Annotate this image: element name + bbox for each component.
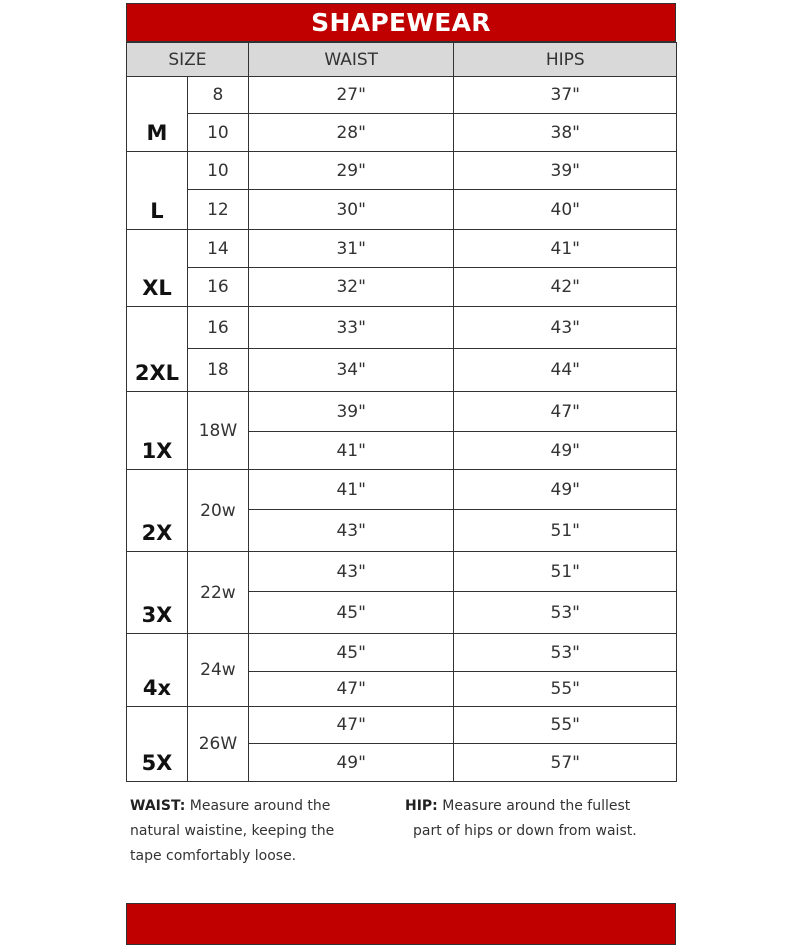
size-label: 2X: [126, 469, 188, 552]
hips-value: 55": [453, 706, 677, 744]
size-table: SIZE WAIST HIPS M 8 27" 37" 10 28" 38" L 10 29" 39…: [126, 42, 677, 782]
waist-value: 47": [247, 671, 455, 707]
size-number: 16: [186, 267, 249, 307]
size-number: 20w: [186, 469, 249, 552]
size-label: M: [126, 76, 188, 152]
table-row: XL 14 31" 41": [126, 229, 677, 307]
size-label: XL: [126, 229, 188, 307]
hips-value: 39": [453, 151, 677, 190]
table-row: 2XL 16 33" 43": [126, 306, 677, 392]
size-label: L: [126, 151, 188, 230]
hips-value: 51": [453, 509, 677, 552]
size-label: 2XL: [126, 306, 188, 392]
table-row: 16 32" 42": [127, 267, 677, 307]
size-number: 18: [186, 348, 249, 392]
size-number: 26W: [186, 706, 249, 782]
waist-value: 41": [247, 469, 455, 510]
waist-value: 43": [247, 551, 455, 592]
size-label: 5X: [126, 706, 188, 782]
footer-bar: [126, 903, 676, 945]
size-number: 10: [186, 113, 249, 152]
header-hips: HIPS: [453, 42, 677, 77]
size-label: 3X: [126, 551, 188, 634]
hips-value: 43": [453, 306, 677, 349]
size-number: 14: [186, 229, 249, 268]
table-row: 49" 57": [127, 743, 677, 782]
size-number: 16: [186, 306, 249, 349]
size-label: 4x: [126, 633, 188, 707]
size-label: 1X: [126, 391, 188, 470]
header-waist: WAIST: [247, 42, 455, 77]
hips-value: 53": [453, 633, 677, 672]
hips-value: 57": [453, 743, 677, 782]
hips-value: 47": [453, 391, 677, 432]
size-number: 12: [186, 189, 249, 230]
hip-note-line: Measure around the fullest: [437, 798, 631, 814]
chart-title: SHAPEWEAR: [126, 3, 676, 42]
table-row: 18 34" 44": [127, 348, 677, 392]
waist-note: WAIST: Measure around the natural waisti…: [130, 794, 334, 869]
hips-value: 49": [453, 469, 677, 510]
table-row: 5X 26W 47" 55": [126, 706, 677, 782]
waist-value: 47": [247, 706, 455, 744]
table-row: 1X 18W 39" 47": [126, 391, 677, 470]
table-row: 43" 51": [127, 509, 677, 552]
hips-value: 38": [453, 113, 677, 152]
waist-value: 45": [247, 633, 455, 672]
waist-value: 49": [247, 743, 455, 782]
header-row: SIZE WAIST HIPS: [126, 42, 677, 77]
hip-note-line: part of hips or down from waist.: [413, 823, 637, 839]
hips-value: 51": [453, 551, 677, 592]
size-number: 18W: [186, 391, 249, 470]
hip-note-label: HIP:: [405, 798, 438, 814]
hips-value: 55": [453, 671, 677, 707]
waist-value: 28": [247, 113, 455, 152]
size-number: 22w: [186, 551, 249, 634]
waist-value: 29": [247, 151, 455, 190]
waist-value: 31": [247, 229, 455, 268]
hips-value: 40": [453, 189, 677, 230]
size-number: 8: [186, 76, 249, 114]
waist-note-line: tape comfortably loose.: [130, 848, 297, 864]
waist-value: 45": [247, 591, 455, 634]
waist-value: 27": [247, 76, 455, 114]
header-size: SIZE: [126, 42, 249, 77]
table-row: 12 30" 40": [127, 189, 677, 230]
table-row: 4x 24w 45" 53": [126, 633, 677, 707]
table-row: 10 28" 38": [127, 113, 677, 152]
waist-value: 39": [247, 391, 455, 432]
waist-value: 41": [247, 431, 455, 470]
hips-value: 49": [453, 431, 677, 470]
table-row: 3X 22w 43" 51": [126, 551, 677, 634]
table-row: 2X 20w 41" 49": [126, 469, 677, 552]
waist-value: 33": [247, 306, 455, 349]
size-number: 10: [186, 151, 249, 190]
waist-value: 30": [247, 189, 455, 230]
table-row: 45" 53": [127, 591, 677, 634]
hips-value: 42": [453, 267, 677, 307]
table-row: 41" 49": [127, 431, 677, 470]
hips-value: 53": [453, 591, 677, 634]
table-row: M 8 27" 37": [126, 76, 677, 152]
hip-note: HIP: Measure around the fullest part of …: [405, 794, 637, 844]
waist-value: 34": [247, 348, 455, 392]
waist-note-line: Measure around the: [185, 798, 331, 814]
table-row: 47" 55": [127, 671, 677, 707]
waist-value: 32": [247, 267, 455, 307]
size-number: 24w: [186, 633, 249, 707]
waist-value: 43": [247, 509, 455, 552]
hips-value: 41": [453, 229, 677, 268]
waist-note-label: WAIST:: [130, 798, 186, 814]
table-row: L 10 29" 39": [126, 151, 677, 230]
waist-note-line: natural waistine, keeping the: [130, 823, 335, 839]
hips-value: 44": [453, 348, 677, 392]
hips-value: 37": [453, 76, 677, 114]
